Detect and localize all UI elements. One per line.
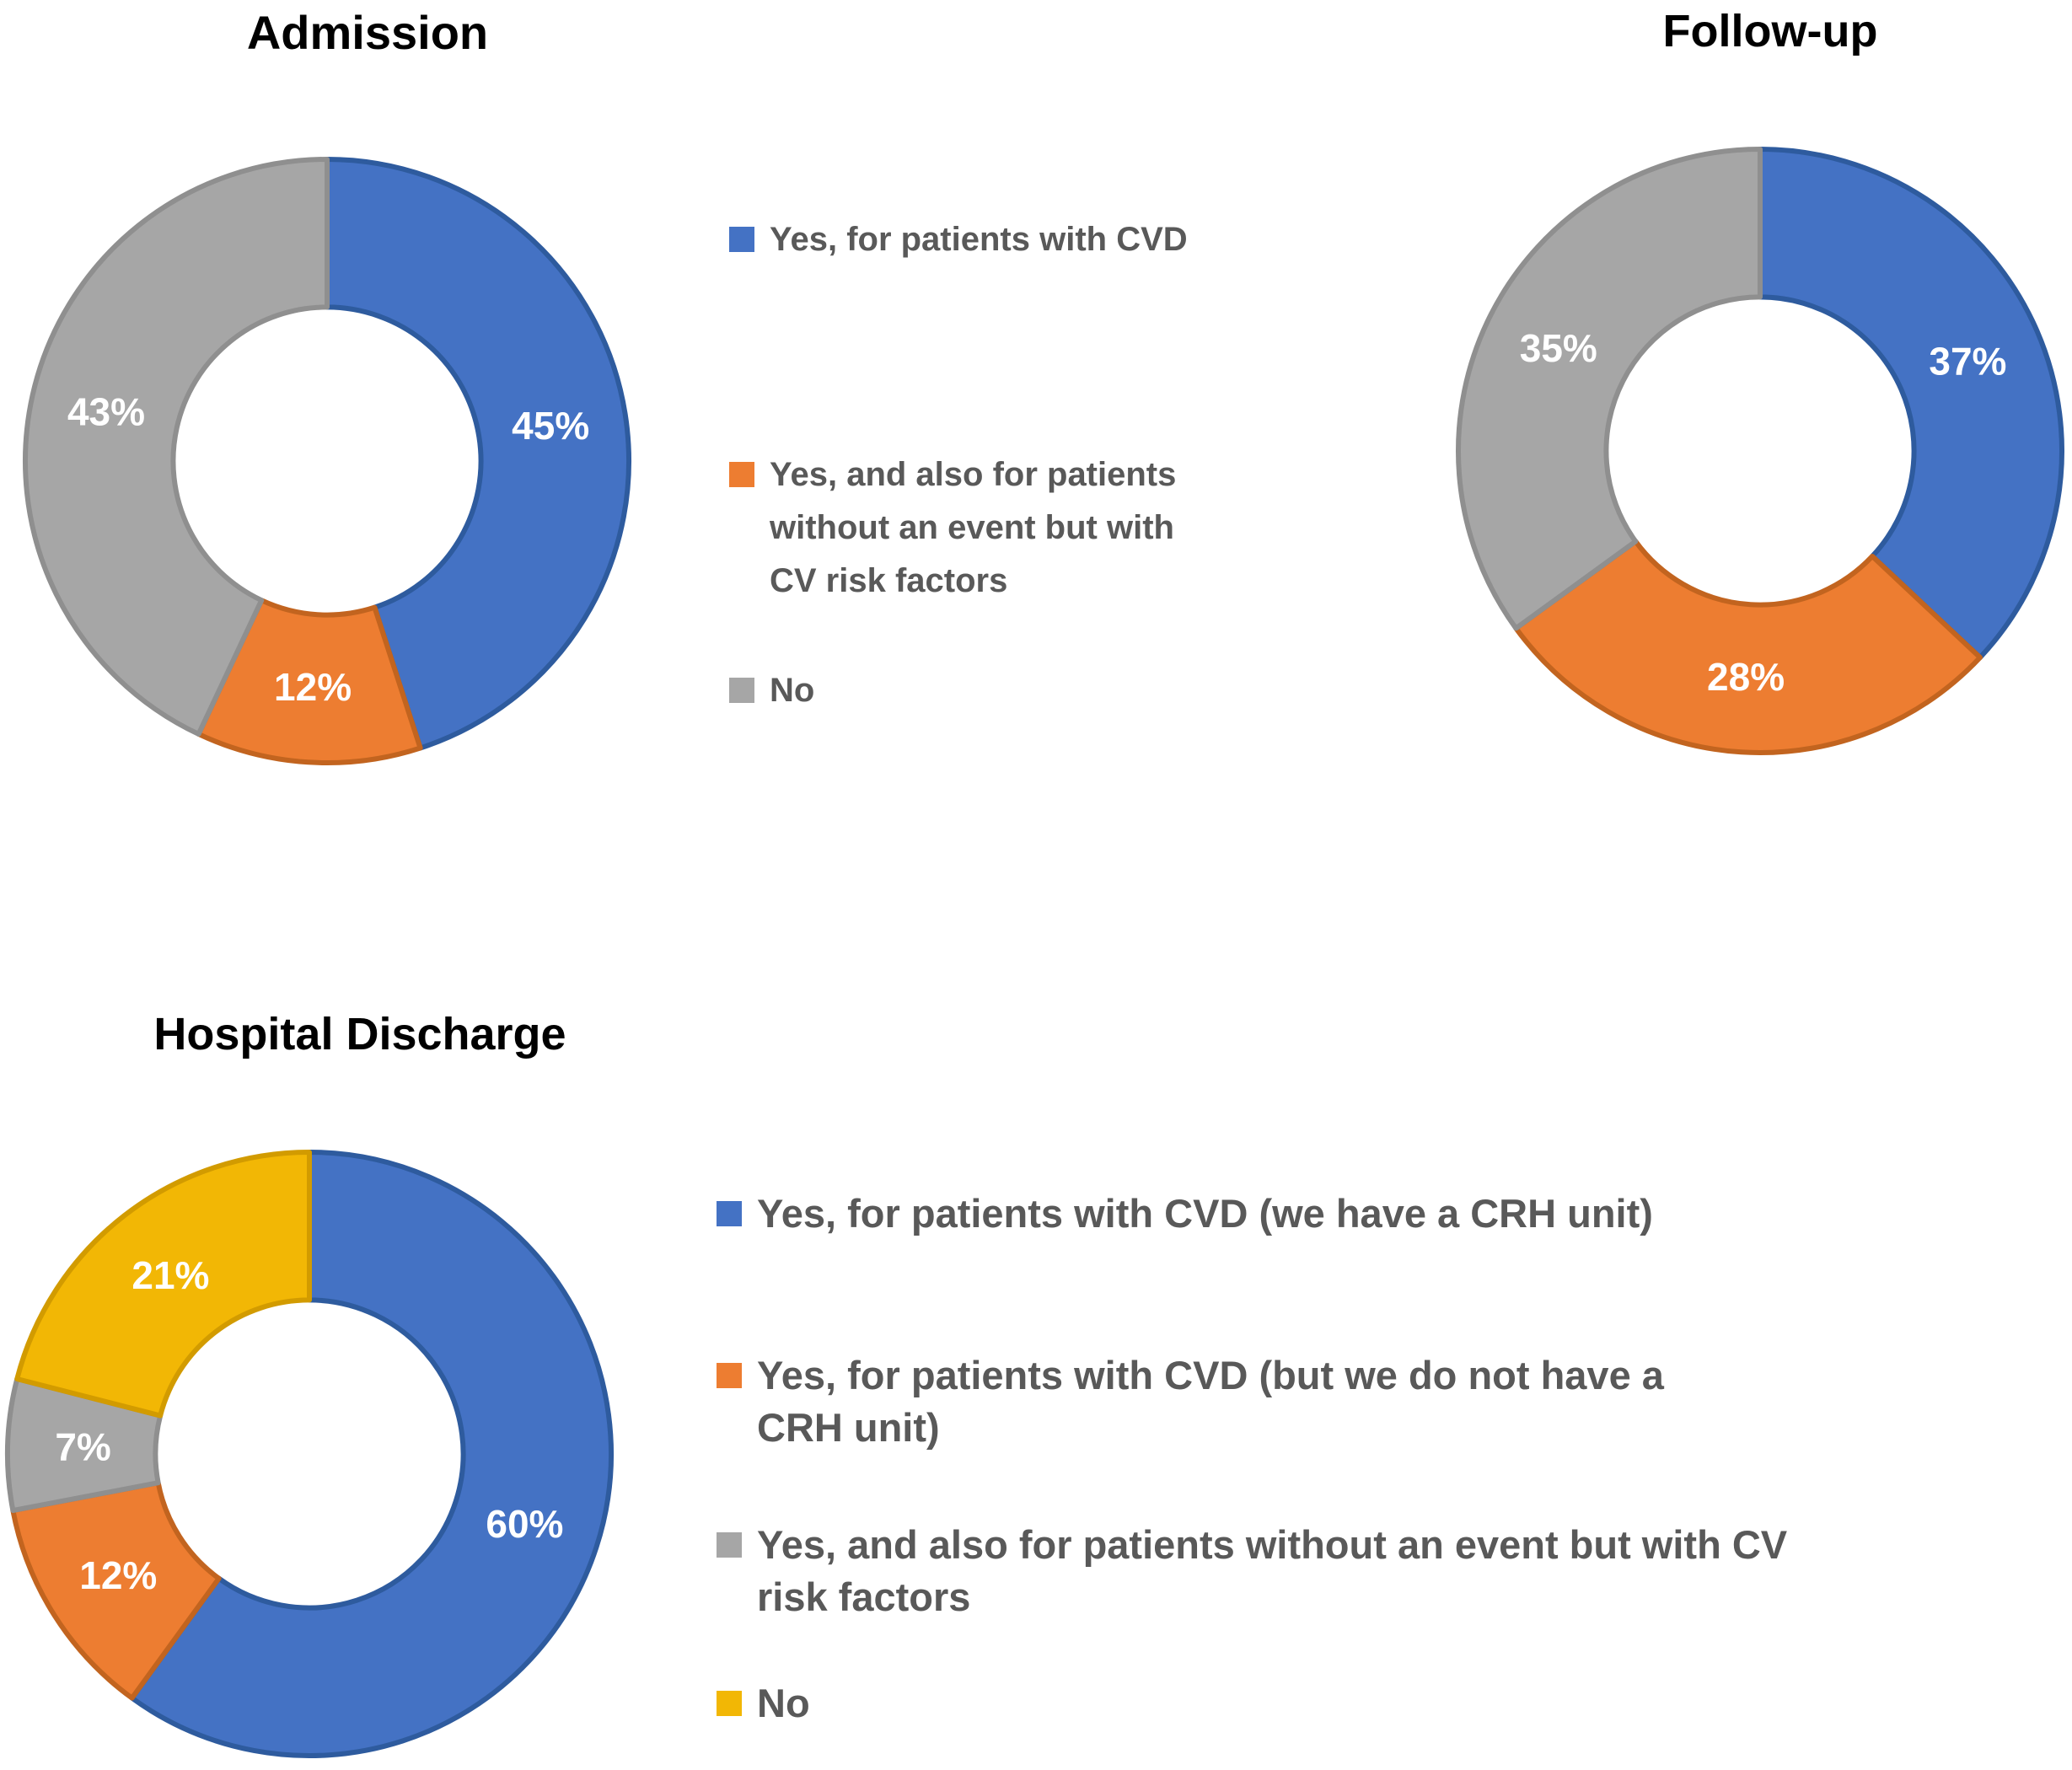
data-label-followup-1: 28% [1707, 655, 1785, 699]
donut-slice-followup-1 [1513, 539, 1983, 755]
data-label-admission-1: 12% [274, 665, 352, 709]
legend-swatch-orange-icon [729, 462, 754, 487]
legend-label: No [757, 1681, 810, 1725]
legend-item-yes-cvd-crh-unit: Yes, for patients with CVD (we have a CR… [717, 1188, 1981, 1240]
data-label-hospital-discharge-1: 12% [79, 1553, 157, 1597]
legend-label: Yes, for patients with CVD [770, 221, 1188, 258]
data-label-admission-0: 45% [512, 404, 589, 448]
legend-item-no: No [717, 1677, 1981, 1730]
legend-swatch-orange-icon [717, 1363, 742, 1388]
donut-slice-admission-2 [22, 157, 330, 737]
legend-swatch-gray-icon [717, 1532, 742, 1558]
legend-item-yes-also-no-event: Yes, and also for patients without an ev… [729, 448, 1319, 608]
legend-top: Yes, for patients with CVD Yes, and also… [729, 213, 1319, 717]
data-label-followup-0: 37% [1929, 339, 2006, 383]
donut-slice-hospital-discharge-1 [10, 1480, 222, 1701]
legend-swatch-gray-icon [729, 678, 754, 703]
donut-slice-admission-0 [325, 157, 632, 751]
legend-item-yes-also-no-event: Yes, and also for patients without an ev… [717, 1519, 1981, 1623]
legend-swatch-blue-icon [717, 1201, 742, 1226]
legend-label: No [770, 672, 815, 709]
legend-swatch-blue-icon [729, 227, 754, 252]
donut-slice-hospital-discharge-3 [14, 1150, 312, 1419]
chart-title-followup: Follow-up [1662, 6, 1878, 56]
donut-svg-followup: 37% 28% 35% [1456, 147, 2064, 755]
donut-svg-admission: 45% 12% 43% [22, 157, 632, 765]
donut-chart-followup: 37% 28% 35% [1455, 146, 2065, 756]
data-label-hospital-discharge-3: 21% [132, 1253, 209, 1297]
data-label-hospital-discharge-0: 60% [486, 1502, 563, 1546]
donut-chart-hospital-discharge: 60% 12% 7% 21% [4, 1149, 615, 1759]
data-label-hospital-discharge-2: 7% [55, 1425, 110, 1469]
chart-title-hospital-discharge: Hospital Discharge [153, 1009, 566, 1059]
legend-label: Yes, for patients with CVD (we have a CR… [757, 1191, 1653, 1236]
data-label-admission-2: 43% [67, 389, 145, 433]
data-label-followup-2: 35% [1520, 326, 1597, 370]
donut-slice-followup-0 [1758, 147, 2064, 661]
donut-slice-hospital-discharge-0 [129, 1150, 614, 1758]
donut-slice-followup-2 [1456, 147, 1763, 631]
donut-slice-admission-1 [196, 598, 423, 765]
donut-svg-hospital-discharge: 60% 12% 7% 21% [5, 1150, 614, 1758]
legend-label: Yes, and also for patients without an ev… [770, 456, 1177, 599]
donut-chart-admission: 45% 12% 43% [22, 156, 632, 766]
legend-item-yes-cvd-no-crh-unit: Yes, for patients with CVD (but we do no… [717, 1349, 1981, 1454]
legend-bottom: Yes, for patients with CVD (we have a CR… [717, 1188, 1981, 1730]
legend-swatch-yellow-icon [717, 1691, 742, 1716]
legend-item-no: No [729, 664, 1319, 717]
legend-item-yes-cvd: Yes, for patients with CVD [729, 213, 1319, 266]
legend-label: Yes, and also for patients without an ev… [757, 1522, 1788, 1619]
legend-label: Yes, for patients with CVD (but we do no… [757, 1353, 1664, 1450]
chart-title-admission: Admission [246, 6, 489, 59]
